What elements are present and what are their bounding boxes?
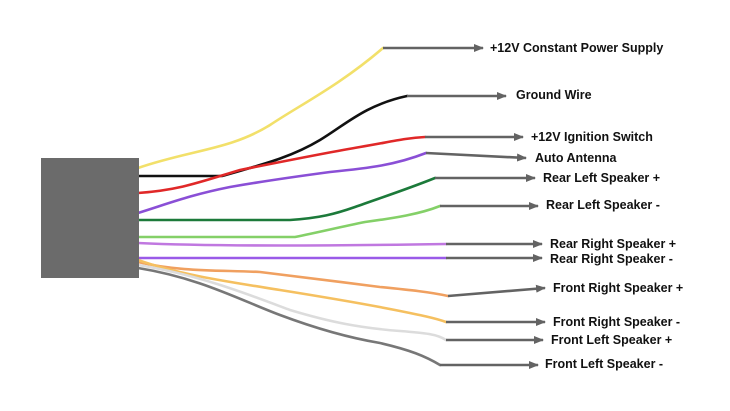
label-rear-right-pos: Rear Right Speaker + xyxy=(550,237,676,251)
wire-front-left-pos xyxy=(136,263,448,342)
wire-front-left-neg xyxy=(136,266,442,367)
label-front-left-pos: Front Left Speaker + xyxy=(551,333,672,347)
label-rear-left-pos: Rear Left Speaker + xyxy=(543,171,660,185)
wire-ignition xyxy=(136,135,427,195)
label-ground: Ground Wire xyxy=(516,88,592,102)
label-front-left-neg: Front Left Speaker - xyxy=(545,357,663,371)
wire-auto-antenna xyxy=(136,151,428,215)
wire-labels: +12V Constant Power Supply Ground Wire +… xyxy=(490,41,683,371)
arrow-auto-antenna xyxy=(425,151,527,162)
label-rear-left-neg: Rear Left Speaker - xyxy=(546,198,660,212)
pointer-arrows xyxy=(383,44,546,369)
label-constant-power: +12V Constant Power Supply xyxy=(490,41,663,55)
wire-group xyxy=(136,46,450,367)
label-rear-right-neg: Rear Right Speaker - xyxy=(550,252,673,266)
arrow-front-right-pos xyxy=(447,284,546,298)
label-ignition: +12V Ignition Switch xyxy=(531,130,653,144)
harness-connector xyxy=(41,158,139,278)
wire-front-right-neg xyxy=(136,258,448,324)
label-front-right-pos: Front Right Speaker + xyxy=(553,281,683,295)
wire-rear-left-pos xyxy=(136,176,437,222)
label-auto-antenna: Auto Antenna xyxy=(535,151,618,165)
wire-constant-power xyxy=(136,46,385,170)
wire-front-right-pos xyxy=(136,260,450,298)
wire-rear-right-pos xyxy=(136,241,448,247)
label-front-right-neg: Front Right Speaker - xyxy=(553,315,680,329)
wire-rear-left-neg xyxy=(136,204,442,239)
